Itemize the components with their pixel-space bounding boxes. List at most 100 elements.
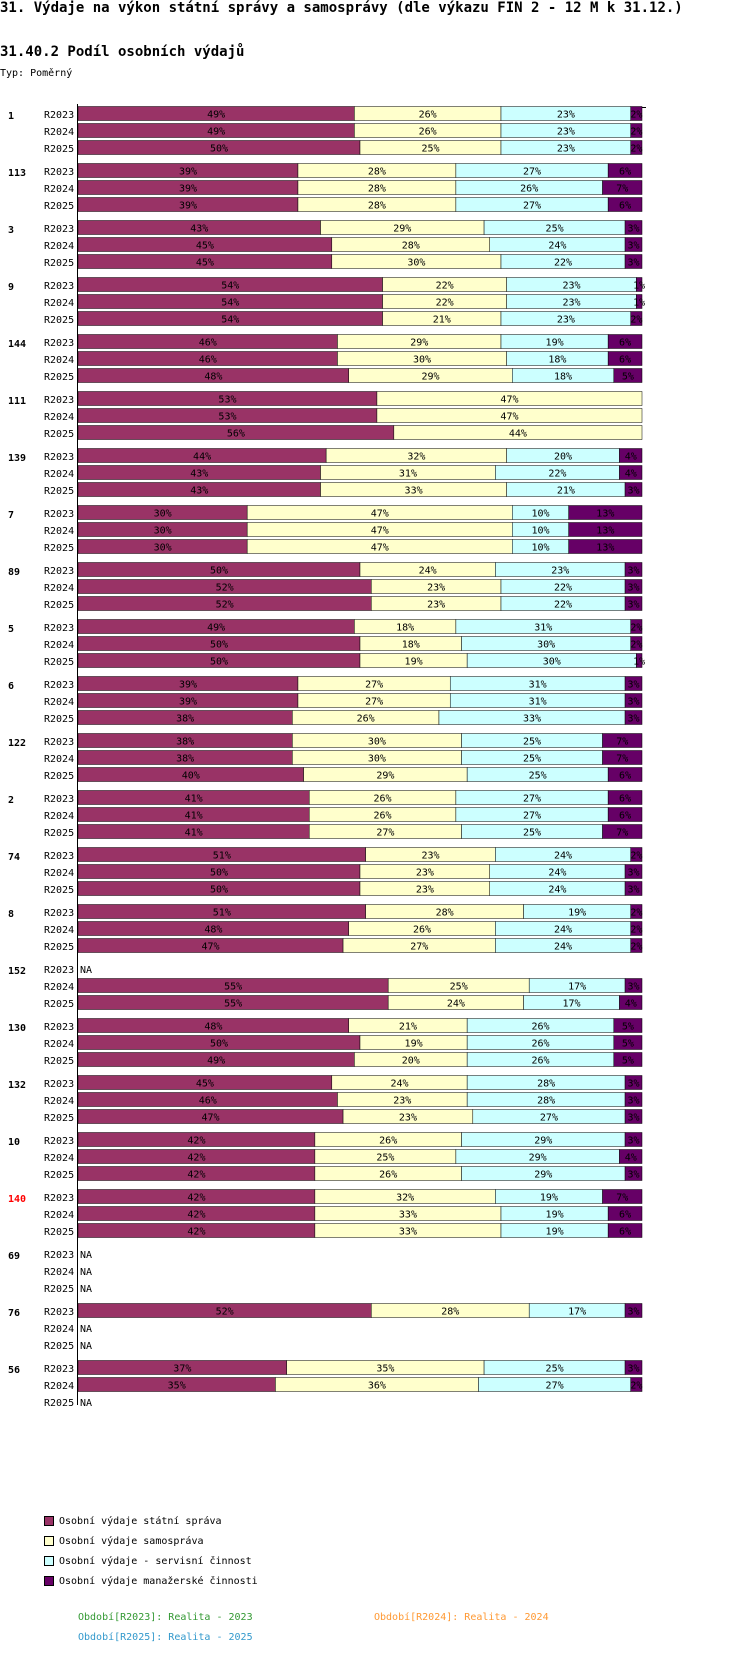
- bar-value-label: 5%: [622, 1056, 634, 1067]
- legend-swatch: [44, 1536, 54, 1546]
- bar-value-label: 40%: [182, 771, 200, 782]
- bar-value-label: 24%: [390, 1079, 408, 1090]
- bar-value-label: 49%: [207, 623, 225, 634]
- bar-value-label: 2%: [630, 925, 642, 936]
- group-label: 140: [8, 1194, 26, 1205]
- bar-value-label: 22%: [554, 583, 572, 594]
- bar-value-label: 10%: [531, 509, 549, 520]
- legend-item-statni: Osobní výdaje státní správa: [44, 1511, 258, 1531]
- bar-value-label: 47%: [202, 1113, 220, 1124]
- group-label: 122: [8, 738, 26, 749]
- bar-value-label: 33%: [523, 714, 541, 725]
- bar-value-label: 25%: [450, 982, 468, 993]
- legend-swatch: [44, 1576, 54, 1586]
- bar-value-label: 5%: [622, 1039, 634, 1050]
- bar-value-label: 54%: [221, 281, 239, 292]
- bar-segment: [376, 408, 643, 423]
- bar-segment: [624, 978, 643, 993]
- bar-value-label: 33%: [399, 1210, 417, 1221]
- legend: Osobní výdaje státní správa Osobní výdaj…: [44, 1511, 258, 1591]
- bar-value-label: 4%: [625, 1153, 637, 1164]
- bar-segment: [624, 220, 643, 235]
- bar-segment: [619, 448, 643, 463]
- bar-value-label: 3%: [628, 583, 640, 594]
- bar-value-label: 41%: [185, 828, 203, 839]
- bar-value-label: 30%: [413, 355, 431, 366]
- bar-value-label: 46%: [199, 338, 217, 349]
- bar-value-label: 6%: [619, 811, 631, 822]
- bar-value-label: 25%: [376, 1153, 394, 1164]
- bar-segment: [624, 1075, 643, 1090]
- bar-value-label: 7%: [616, 737, 628, 748]
- bar-value-label: 3%: [628, 224, 640, 235]
- period-label: R2025: [44, 600, 74, 611]
- period-label: R2023: [44, 965, 74, 976]
- period-label: R2023: [44, 1022, 74, 1033]
- bar-segment: [607, 790, 643, 805]
- bar-value-label: 26%: [374, 811, 392, 822]
- bar-value-label: 48%: [204, 372, 222, 383]
- period-label: R2023: [44, 737, 74, 748]
- bar-value-label: 23%: [427, 583, 445, 594]
- bar-value-label: 44%: [509, 429, 527, 440]
- group-label: 8: [8, 909, 14, 920]
- legend-item-manazer: Osobní výdaje manažerské činnosti: [44, 1571, 258, 1591]
- period-2024: Období[R2024]: Realita - 2024: [374, 1612, 549, 1623]
- group-label: 56: [8, 1365, 20, 1376]
- bar-value-label: 39%: [179, 201, 197, 212]
- bar-value-label: 24%: [554, 851, 572, 862]
- bar-segment: [613, 368, 643, 383]
- bar-value-label: 3%: [628, 1079, 640, 1090]
- group-label: 76: [8, 1308, 20, 1319]
- period-label: R2024: [44, 754, 74, 765]
- bar-value-label: 26%: [379, 1136, 397, 1147]
- bar-value-label: 3%: [628, 885, 640, 896]
- bar-value-label: 37%: [173, 1364, 191, 1375]
- bar-value-label: 3%: [628, 258, 640, 269]
- period-label: R2025: [44, 315, 74, 326]
- period-label: R2025: [44, 429, 74, 440]
- bar-value-label: 38%: [176, 737, 194, 748]
- bar-value-label: 26%: [531, 1022, 549, 1033]
- bar-value-label: 3%: [628, 1136, 640, 1147]
- bar-value-label: 3%: [628, 1170, 640, 1181]
- period-label: R2024: [44, 982, 74, 993]
- bar-value-label: 47%: [371, 509, 389, 520]
- bar-value-label: 30%: [543, 657, 561, 668]
- period-label: R2025: [44, 486, 74, 497]
- bar-segment: [624, 562, 643, 577]
- bar-value-label: 43%: [190, 469, 208, 480]
- bar-segment: [624, 693, 643, 708]
- bar-value-label: 3%: [628, 566, 640, 577]
- bar-value-label: 52%: [216, 600, 234, 611]
- bar-value-label: 41%: [185, 794, 203, 805]
- group-label: 130: [8, 1023, 26, 1034]
- period-label: R2025: [44, 1284, 74, 1295]
- bar-value-label: 50%: [210, 868, 228, 879]
- bar-value-label: 22%: [554, 600, 572, 611]
- bar-value-label: 26%: [419, 127, 437, 138]
- bar-value-label: 17%: [568, 982, 586, 993]
- bar-value-label: 44%: [193, 452, 211, 463]
- bar-value-label: 3%: [628, 868, 640, 879]
- bar-value-label: 26%: [374, 794, 392, 805]
- period-label: R2024: [44, 925, 74, 936]
- bar-value-label: 3%: [628, 486, 640, 497]
- bar-value-label: 30%: [154, 526, 172, 537]
- bar-value-label: 10%: [531, 526, 549, 537]
- bar-value-label: 21%: [399, 1022, 417, 1033]
- bar-value-label: 30%: [537, 640, 555, 651]
- bar-value-label: 28%: [441, 1307, 459, 1318]
- bar-segment: [636, 653, 643, 668]
- bar-value-label: 19%: [546, 1210, 564, 1221]
- bar-segment: [636, 277, 643, 292]
- period-label: R2025: [44, 372, 74, 383]
- bar-segment: [630, 1377, 643, 1392]
- bar-value-label: 10%: [531, 543, 549, 554]
- period-label: R2025: [44, 657, 74, 668]
- bar-segment: [630, 123, 643, 138]
- bar-value-label: 27%: [523, 811, 541, 822]
- bar-segment: [624, 237, 643, 252]
- group-label: 69: [8, 1251, 20, 1262]
- bar-value-label: 13%: [596, 509, 614, 520]
